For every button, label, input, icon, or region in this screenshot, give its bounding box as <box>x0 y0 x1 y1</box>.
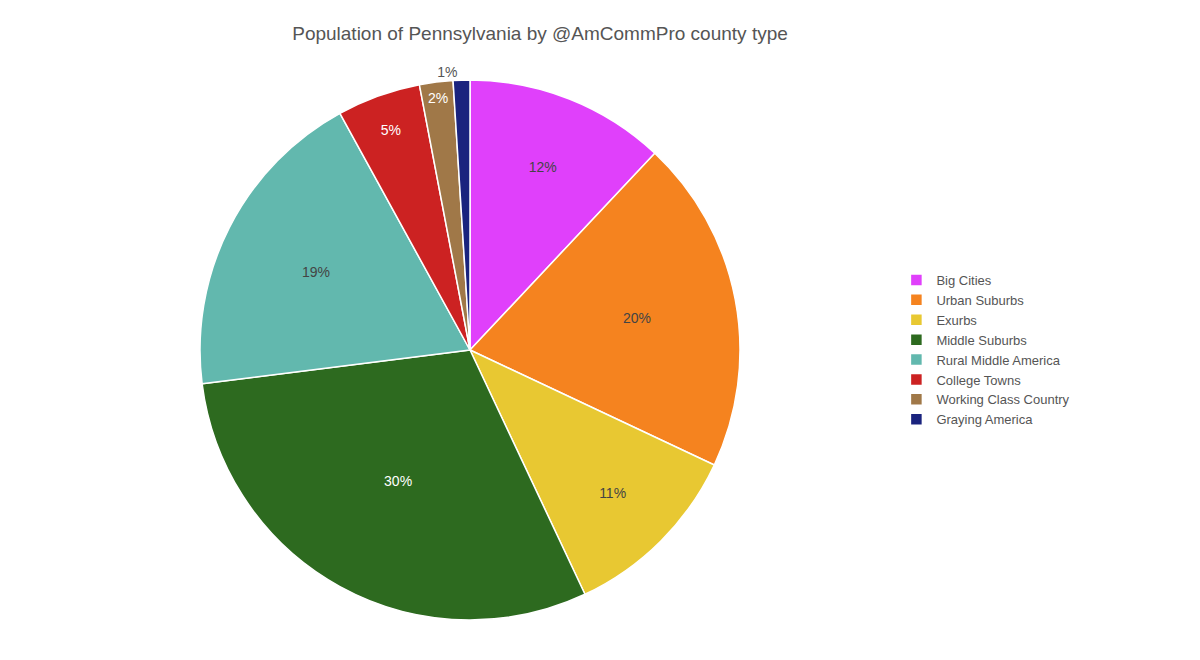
svg-text:2%: 2% <box>428 90 448 106</box>
svg-text:1%: 1% <box>437 64 457 80</box>
svg-text:Working Class Country: Working Class Country <box>936 392 1069 407</box>
svg-text:11%: 11% <box>599 485 626 501</box>
svg-text:Rural Middle America: Rural Middle America <box>936 353 1060 368</box>
svg-text:Urban Suburbs: Urban Suburbs <box>936 293 1024 308</box>
svg-text:Graying America: Graying America <box>936 412 1033 427</box>
svg-text:5%: 5% <box>381 122 401 138</box>
svg-text:Middle Suburbs: Middle Suburbs <box>936 333 1027 348</box>
svg-text:20%: 20% <box>623 310 651 326</box>
svg-text:Big Cities: Big Cities <box>936 273 991 288</box>
svg-text:College Towns: College Towns <box>936 373 1021 388</box>
svg-text:Population of Pennsylvania by: Population of Pennsylvania by @AmCommPro… <box>292 23 788 44</box>
svg-text:19%: 19% <box>302 264 330 280</box>
svg-text:12%: 12% <box>529 159 557 175</box>
svg-text:Exurbs: Exurbs <box>936 313 977 328</box>
svg-text:30%: 30% <box>384 473 412 489</box>
